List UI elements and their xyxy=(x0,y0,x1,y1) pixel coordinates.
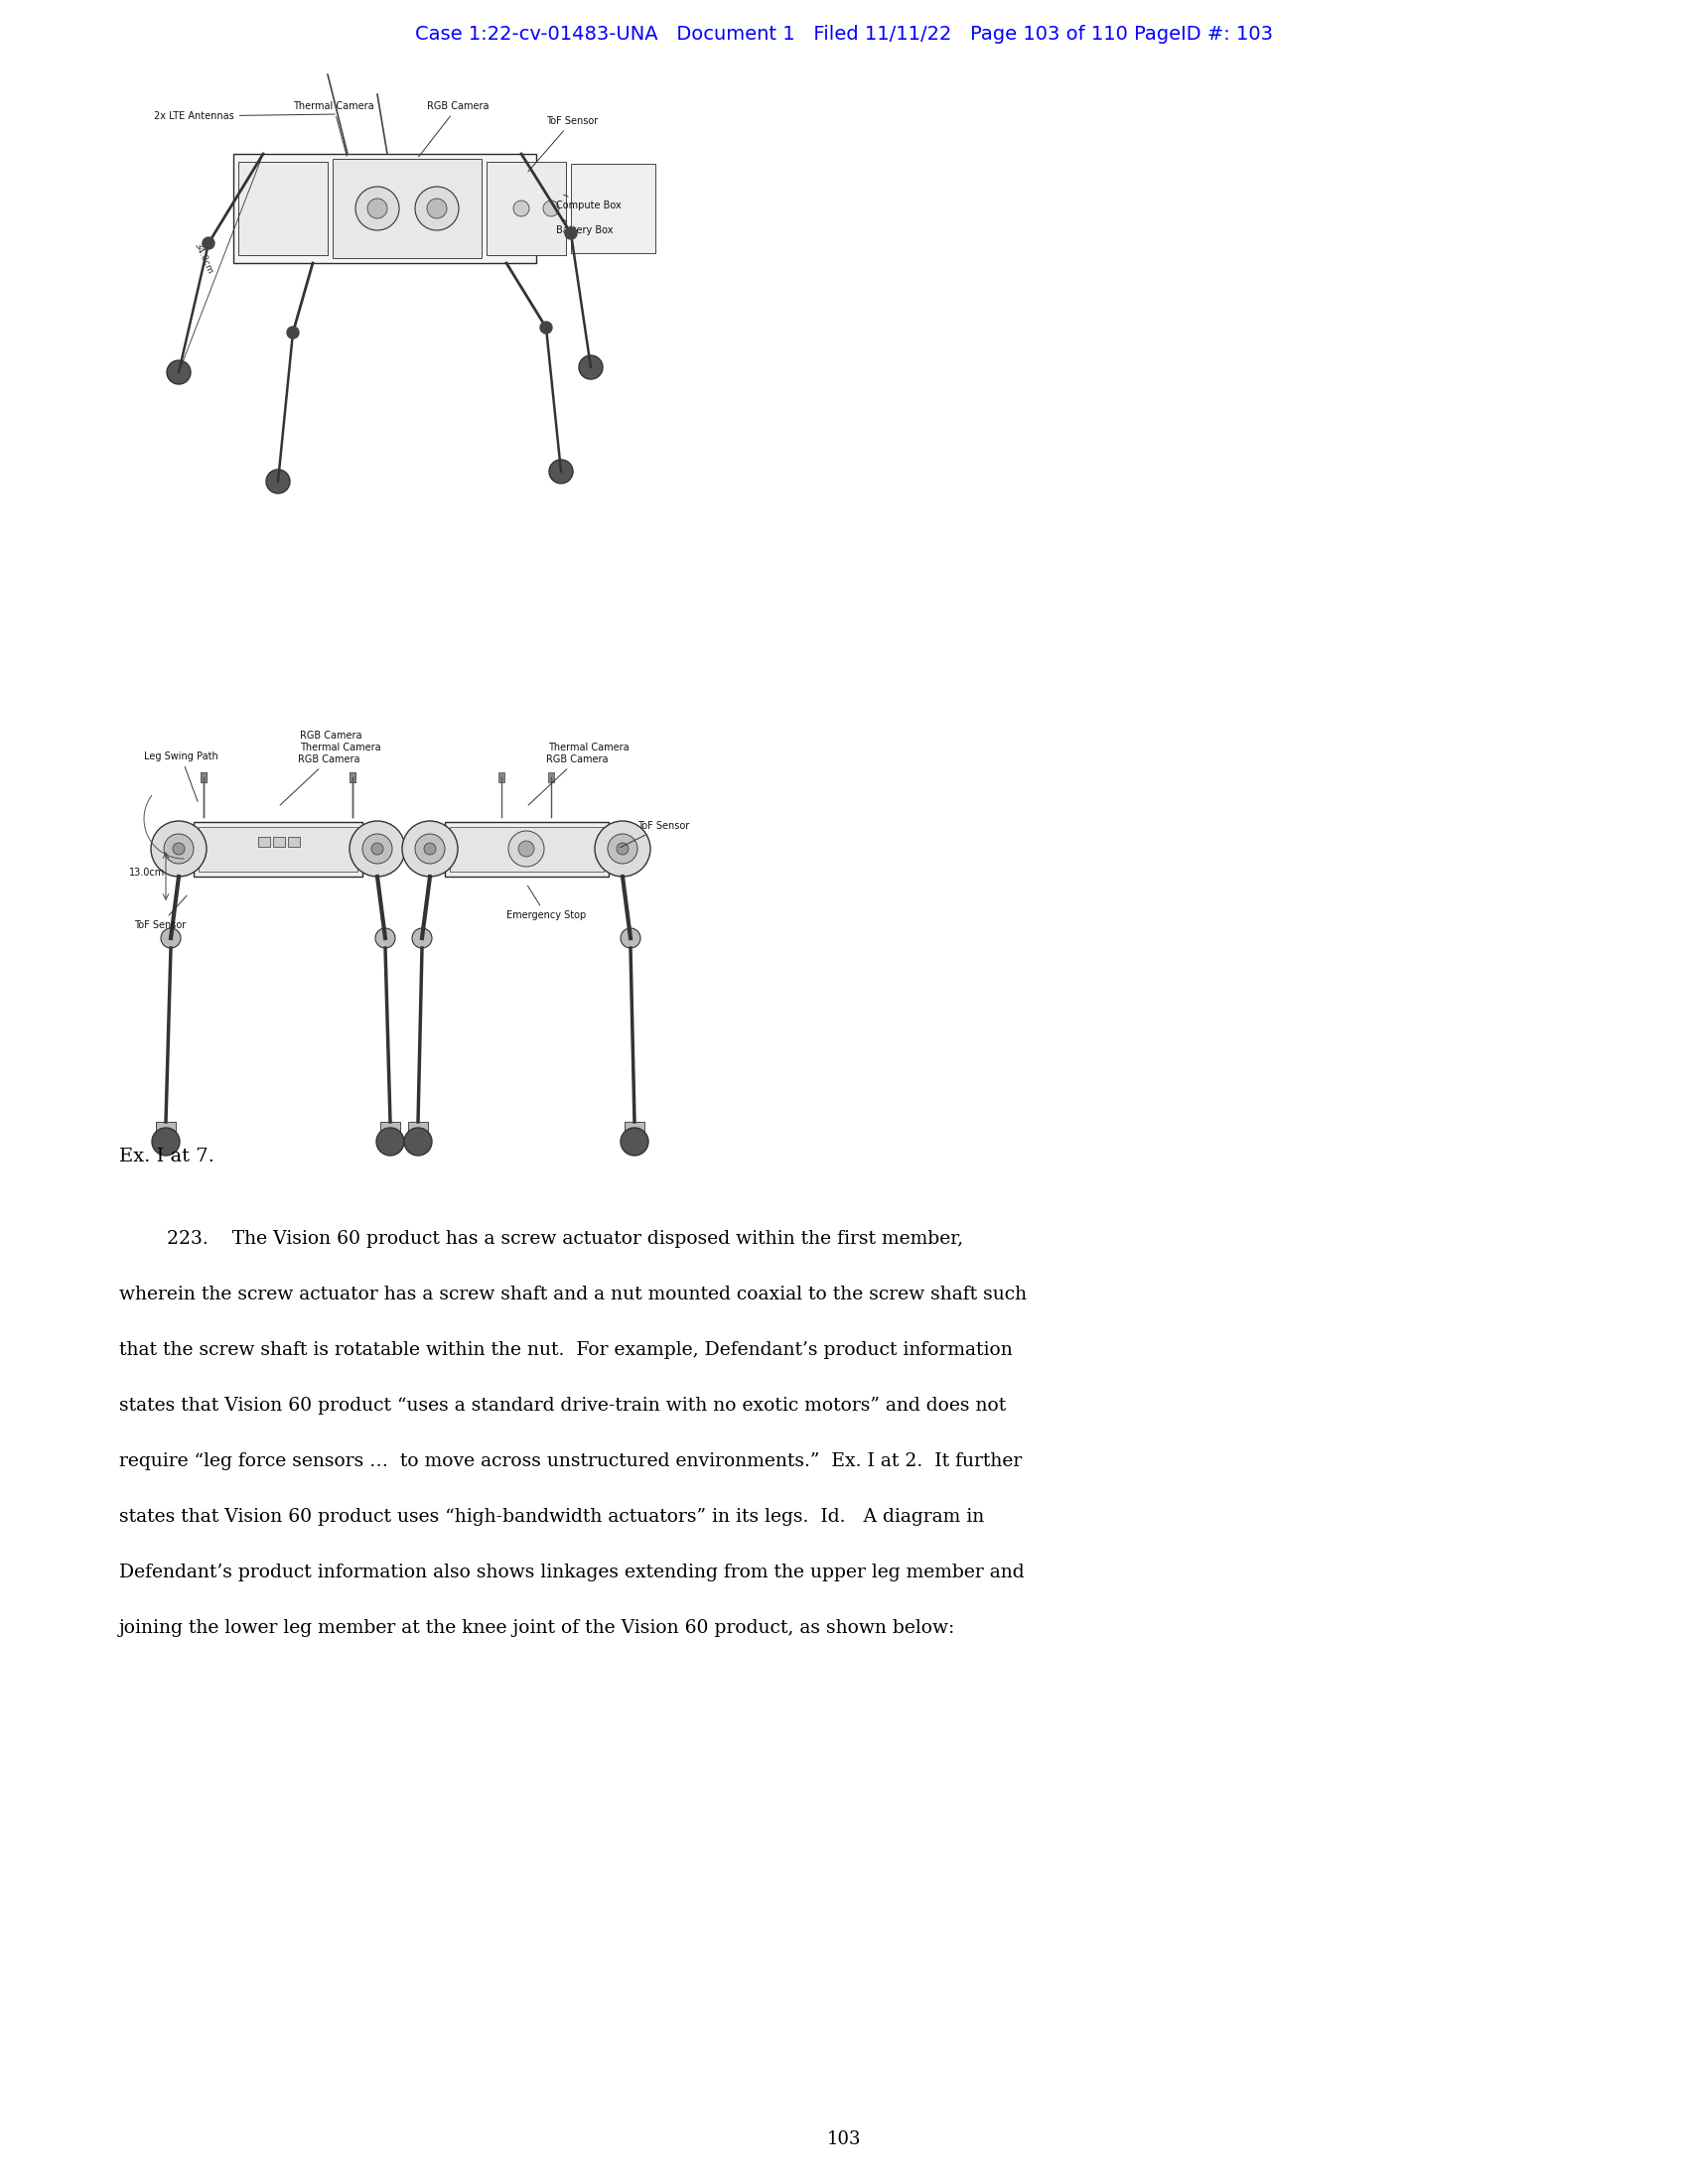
Circle shape xyxy=(164,834,194,863)
Text: Case 1:22-cv-01483-UNA   Document 1   Filed 11/11/22   Page 103 of 110 PageID #:: Case 1:22-cv-01483-UNA Document 1 Filed … xyxy=(415,26,1273,44)
Bar xyxy=(446,821,609,876)
Circle shape xyxy=(363,834,392,863)
Text: 223.    The Vision 60 product has a screw actuator disposed within the first mem: 223. The Vision 60 product has a screw a… xyxy=(120,1230,964,1247)
Bar xyxy=(349,773,356,782)
Text: RGB Camera: RGB Camera xyxy=(280,753,360,806)
Text: Ex. I at 7.: Ex. I at 7. xyxy=(120,1147,214,1166)
Bar xyxy=(349,773,356,782)
Text: Thermal Camera: Thermal Camera xyxy=(549,743,630,753)
Circle shape xyxy=(540,321,552,334)
Bar xyxy=(201,773,206,782)
Text: 13.0cm: 13.0cm xyxy=(128,867,165,878)
Bar xyxy=(199,828,358,871)
Text: Defendant’s product information also shows linkages extending from the upper leg: Defendant’s product information also sho… xyxy=(120,1564,1025,1581)
Bar xyxy=(449,828,604,871)
Circle shape xyxy=(427,199,447,218)
Bar xyxy=(128,90,555,487)
Text: that the screw shaft is rotatable within the nut.  For example, Defendant’s prod: that the screw shaft is rotatable within… xyxy=(120,1341,1013,1358)
Circle shape xyxy=(621,1127,648,1155)
Bar xyxy=(333,159,481,258)
Circle shape xyxy=(544,201,559,216)
Circle shape xyxy=(152,1127,179,1155)
Text: RGB Camera: RGB Camera xyxy=(419,100,490,157)
Bar xyxy=(258,836,270,847)
Bar xyxy=(238,162,327,256)
Text: Thermal Camera: Thermal Camera xyxy=(294,100,375,157)
Bar xyxy=(273,836,285,847)
Text: Battery Box: Battery Box xyxy=(555,221,613,236)
Bar xyxy=(549,773,554,782)
Circle shape xyxy=(356,186,398,229)
Circle shape xyxy=(167,360,191,384)
Text: 103: 103 xyxy=(827,2129,861,2149)
Text: Emergency Stop: Emergency Stop xyxy=(506,887,586,919)
Bar xyxy=(380,1123,400,1133)
Bar xyxy=(289,836,300,847)
Circle shape xyxy=(349,821,405,876)
Circle shape xyxy=(424,843,436,854)
Circle shape xyxy=(608,834,638,863)
Text: Leg Swing Path: Leg Swing Path xyxy=(143,751,218,802)
Text: RGB Camera: RGB Camera xyxy=(300,732,361,740)
Circle shape xyxy=(203,238,214,249)
Circle shape xyxy=(160,928,181,948)
Bar xyxy=(120,666,716,1081)
Bar xyxy=(486,162,565,256)
Text: RGB Camera: RGB Camera xyxy=(528,753,608,806)
Circle shape xyxy=(402,821,457,876)
Bar xyxy=(498,773,505,782)
Text: 2x LTE Antennas: 2x LTE Antennas xyxy=(154,111,334,120)
Circle shape xyxy=(412,928,432,948)
Bar xyxy=(408,1123,429,1133)
Circle shape xyxy=(415,186,459,229)
Circle shape xyxy=(513,201,530,216)
Text: require “leg force sensors …  to move across unstructured environments.”  Ex. I : require “leg force sensors … to move acr… xyxy=(120,1452,1021,1470)
Circle shape xyxy=(616,843,628,854)
Bar xyxy=(201,773,206,782)
Text: wherein the screw actuator has a screw shaft and a nut mounted coaxial to the sc: wherein the screw actuator has a screw s… xyxy=(120,1286,1026,1304)
Circle shape xyxy=(172,843,184,854)
Text: Thermal Camera: Thermal Camera xyxy=(300,743,381,753)
Circle shape xyxy=(371,843,383,854)
Circle shape xyxy=(508,830,544,867)
Circle shape xyxy=(549,459,572,483)
Circle shape xyxy=(518,841,533,856)
Text: ToF Sensor: ToF Sensor xyxy=(528,116,598,173)
Text: joining the lower leg member at the knee joint of the Vision 60 product, as show: joining the lower leg member at the knee… xyxy=(120,1618,955,1638)
Circle shape xyxy=(267,470,290,494)
Circle shape xyxy=(375,928,395,948)
Circle shape xyxy=(403,1127,432,1155)
Circle shape xyxy=(368,199,387,218)
Bar xyxy=(155,1123,176,1133)
Circle shape xyxy=(565,227,577,240)
Text: Compute Box: Compute Box xyxy=(555,194,621,210)
Circle shape xyxy=(287,328,299,339)
Circle shape xyxy=(415,834,446,863)
Text: 34.0cm: 34.0cm xyxy=(192,240,214,275)
Text: states that Vision 60 product “uses a standard drive-train with no exotic motors: states that Vision 60 product “uses a st… xyxy=(120,1398,1006,1415)
Circle shape xyxy=(621,928,640,948)
Text: states that Vision 60 product uses “high-bandwidth actuators” in its legs.  Id. : states that Vision 60 product uses “high… xyxy=(120,1507,984,1527)
Bar xyxy=(194,821,363,876)
Circle shape xyxy=(594,821,650,876)
Text: ToF Sensor: ToF Sensor xyxy=(619,821,689,847)
Text: ToF Sensor: ToF Sensor xyxy=(133,895,187,930)
Bar xyxy=(625,1123,645,1133)
Circle shape xyxy=(376,1127,403,1155)
Bar xyxy=(233,153,537,262)
Circle shape xyxy=(150,821,206,876)
Circle shape xyxy=(579,356,603,380)
Bar xyxy=(571,164,655,253)
